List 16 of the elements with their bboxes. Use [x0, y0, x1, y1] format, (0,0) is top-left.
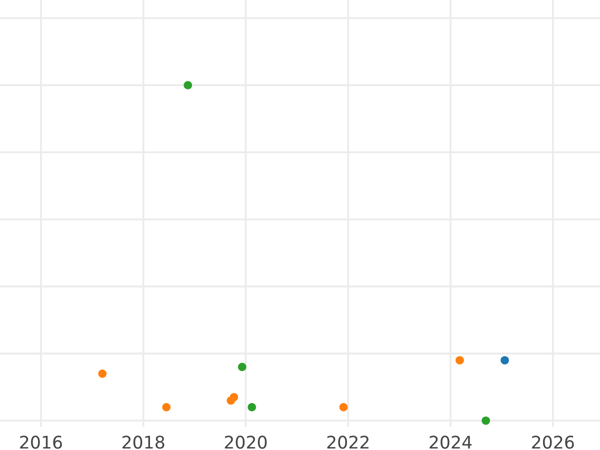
x-tick-label: 2022 — [327, 436, 368, 449]
point — [482, 416, 490, 425]
point — [162, 403, 171, 412]
x-tick-label: 2020 — [224, 436, 267, 449]
x-tick-label: 2024 — [430, 436, 472, 449]
point — [456, 356, 464, 364]
point — [339, 403, 348, 412]
point — [98, 370, 107, 378]
point — [184, 81, 192, 90]
x-tick-label: 2026 — [532, 436, 574, 449]
point — [238, 362, 246, 372]
point — [230, 392, 238, 402]
x-tick-label: 2018 — [122, 436, 164, 449]
point — [500, 356, 509, 364]
point — [248, 403, 256, 412]
x-tick-label: 2016 — [20, 436, 62, 449]
